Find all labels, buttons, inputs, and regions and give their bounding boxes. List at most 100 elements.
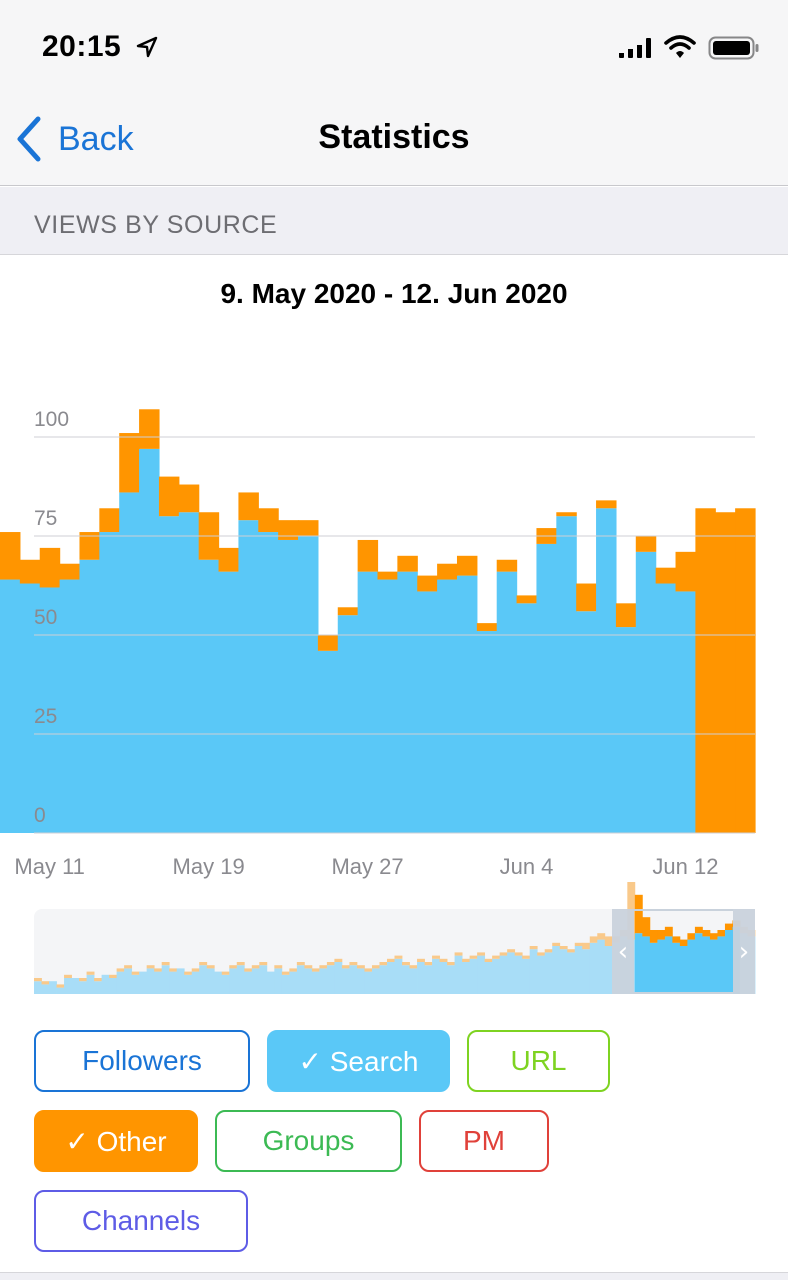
chevron-left-icon [17, 116, 41, 162]
minichart-bar-other [417, 958, 425, 962]
minichart-bar-other [672, 936, 681, 943]
chart-bar-other [99, 508, 120, 533]
chart-bar-other [158, 476, 180, 517]
filter-chip-channels[interactable]: Channels [34, 1190, 248, 1252]
range-selector-minichart[interactable]: ‹ › [0, 0, 788, 1010]
minichart-bar-other [296, 962, 305, 966]
minichart-bar-other [304, 965, 313, 969]
back-button[interactable]: Back [14, 114, 134, 164]
chart-bar-other [615, 603, 637, 628]
minichart-bar-other [64, 974, 72, 978]
filter-chip-url[interactable]: URL [467, 1030, 610, 1092]
chart-title: 9. May 2020 - 12. Jun 2020 [220, 278, 568, 309]
minichart-bar-search [319, 968, 328, 994]
minichart-bar-other [371, 965, 380, 969]
views-by-source-chart: 0 25 50 75 100 May 11 May 19 May 27 Jun 4 Jun 12 [0, 408, 756, 879]
minichart-bar-search [281, 974, 290, 994]
minichart-bar-other [657, 930, 666, 940]
chart-bar-search [298, 536, 319, 833]
minichart-bar-search [41, 984, 50, 994]
minichart-bar-other [109, 974, 118, 978]
minichart-bar-search [64, 978, 72, 994]
chart-bar-other [238, 492, 259, 521]
minichart-bar-other [236, 962, 245, 966]
minichart-bar-search [206, 968, 215, 994]
minichart-bar-other [199, 962, 208, 966]
chart-bar-other [476, 623, 498, 632]
status-bar: 20:15 [0, 0, 788, 96]
filter-chip-search[interactable]: ✓ Search [267, 1030, 450, 1092]
minichart-bar-search [349, 965, 358, 994]
chart-bar-other [298, 520, 319, 536]
filter-chip-pm[interactable]: PM [419, 1110, 549, 1172]
bottom-separator [0, 1272, 788, 1280]
minichart-bar-search [552, 946, 561, 994]
minichart-bar-search [56, 987, 65, 994]
chart-bar-other [139, 409, 160, 449]
minichart-bar-search [184, 974, 193, 994]
chart-bar-search [79, 559, 100, 833]
minichart-bar-search [191, 971, 200, 994]
filter-chip-groups[interactable]: Groups [215, 1110, 402, 1172]
chart-bar-other [79, 532, 100, 560]
minichart-bar-search [544, 952, 553, 994]
range-handle-right [733, 909, 755, 994]
chart-bar-search [397, 571, 418, 833]
minichart-bar-other [634, 894, 643, 934]
minichart-bar-search [109, 978, 118, 994]
minichart-bar-other [341, 965, 350, 969]
minichart-bar-other [86, 971, 95, 975]
minichart-bar-search [34, 981, 42, 994]
chart-bar-other [576, 583, 597, 612]
minichart-bar-search [657, 939, 666, 994]
chart-bar-other [397, 555, 418, 572]
chart-bar-search [556, 516, 577, 833]
page-title: Statistics [318, 118, 470, 156]
minichart-bar-search [259, 965, 268, 994]
minichart-bar-other [116, 968, 125, 972]
minichart-bar-other [642, 917, 651, 937]
minichart-bar-search [507, 952, 516, 994]
chart-bar-other [59, 563, 81, 580]
minichart-bar-other [124, 965, 133, 969]
minichart-bar-other [161, 962, 170, 966]
minichart-bar-search [514, 955, 523, 994]
chart-y-tick-label: 50 [34, 606, 57, 629]
minichart-bar-other [281, 971, 290, 975]
minichart-bar-search [131, 974, 140, 994]
minichart-bar-search [386, 962, 395, 994]
chart-bar-other [39, 547, 61, 588]
minichart-bar-search [499, 955, 508, 994]
minichart-bar-other [679, 939, 688, 946]
minichart-bar-search [161, 965, 170, 994]
minichart-bar-search [296, 965, 305, 994]
minichart-bar-search [634, 933, 643, 994]
minichart-bar-search [484, 962, 493, 994]
minichart-bar-other [432, 955, 440, 959]
chart-x-tick-label: May 11 [14, 854, 85, 879]
minichart-bar-other [462, 958, 471, 962]
minichart-bar-other [597, 933, 606, 940]
chart-bar-search [139, 448, 160, 833]
chart-bar-search [99, 532, 120, 833]
minichart-bar-search [394, 958, 403, 994]
minichart-bar-other [649, 930, 658, 943]
chart-x-tick-label: May 19 [173, 854, 245, 879]
chart-bar-search [516, 603, 538, 833]
minichart-bar-other [694, 926, 703, 934]
minichart-bar-search [649, 942, 658, 994]
filter-chip-followers[interactable]: Followers [34, 1030, 250, 1092]
minichart-bar-search [311, 971, 320, 994]
chart-bar-search [39, 587, 61, 833]
chart-bar-search [198, 559, 220, 833]
chart-x-tick-label: Jun 12 [652, 854, 718, 879]
chart-bar-search [158, 516, 180, 833]
filter-chip-other[interactable]: ✓ Other [34, 1110, 198, 1172]
chevron-right-icon: › [739, 937, 749, 967]
minichart-bar-search [642, 936, 651, 994]
minichart-bar-other [664, 926, 673, 937]
minichart-bar-search [244, 971, 253, 994]
chart-bar-other [218, 547, 240, 572]
chart-bar-other [357, 539, 379, 572]
chart-bar-search [317, 650, 339, 833]
